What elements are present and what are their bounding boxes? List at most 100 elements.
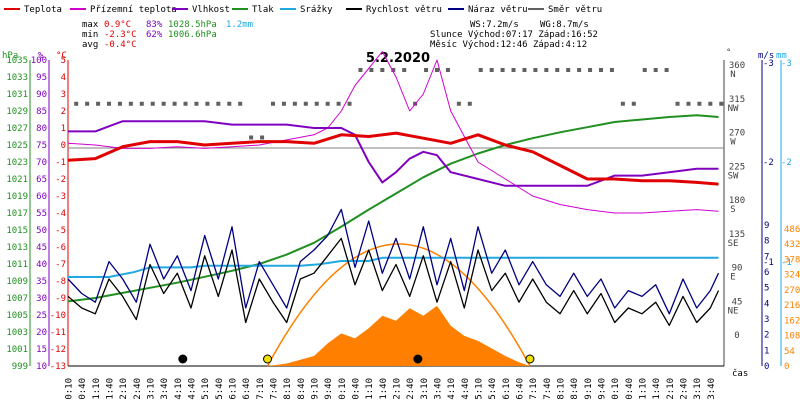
legend-label-rychlost-vetru: Rychlost větru xyxy=(366,5,442,15)
legend-label-prizemni-teplota: Přízemní teplota xyxy=(90,5,177,15)
tick-label-temp: -2 xyxy=(55,175,66,185)
series-temp-line xyxy=(67,131,719,186)
axis-unit-temp: °C xyxy=(56,51,67,61)
legend-label-teplota: Teplota xyxy=(24,5,62,15)
wind-dir-mark xyxy=(380,68,385,72)
tick-label-time: 22:10 xyxy=(666,378,676,400)
tick-label-temp: -11 xyxy=(50,328,66,338)
tick-label-temp: 4 xyxy=(61,73,66,83)
tick-label-time: 19:10 xyxy=(584,378,594,400)
wind-dir-mark xyxy=(456,101,461,106)
tick-label-pct: 100 xyxy=(31,56,47,66)
tick-label-time: 03:40 xyxy=(160,378,170,400)
stats-max-hum: 83% xyxy=(146,20,163,30)
legend-item-vlhkost: Vlhkost xyxy=(172,5,230,15)
tick-label-time: 05:10 xyxy=(201,378,211,400)
axis-unit-pct: % xyxy=(38,51,44,61)
tick-label-pct: 85 xyxy=(36,107,47,117)
wind-dir-mark xyxy=(117,101,122,106)
tick-label-dir-name: NW xyxy=(728,104,739,114)
wind-dir-mark xyxy=(281,101,286,106)
legend-label-naraz-vetru: Náraz větru xyxy=(468,5,528,15)
series-rain-line xyxy=(68,256,719,278)
tick-label-hpa: 1031 xyxy=(6,90,28,100)
tick-label-temp: 3 xyxy=(61,90,66,100)
tick-label-wspeed: 7 xyxy=(764,252,769,262)
legend-item-rychlost-vetru: Rychlost větru xyxy=(346,5,442,15)
tick-label-ms: -2 xyxy=(763,158,774,168)
tick-label-dir: 180 xyxy=(729,196,745,206)
wind-ws: WS:7.2m/s xyxy=(470,20,519,30)
wind-dir-mark xyxy=(533,68,538,72)
tick-label-time: 06:40 xyxy=(242,378,252,400)
tick-label-time: 01:40 xyxy=(105,378,115,400)
wind-dir-mark xyxy=(588,68,593,72)
tick-label-time: 09:40 xyxy=(324,378,334,400)
legend-label-srazky: Srážky xyxy=(300,5,333,15)
tick-label-pct: 70 xyxy=(36,158,47,168)
tick-label-wspeed: 1 xyxy=(764,346,769,356)
wind-dir-mark xyxy=(467,101,472,106)
tick-label-time: 15:40 xyxy=(488,378,498,400)
tick-label-wm2: 216 xyxy=(784,301,800,311)
tick-label-dir-name: N xyxy=(730,70,735,80)
tick-label-temp: -7 xyxy=(55,260,66,270)
series-ground-temp-line xyxy=(67,51,719,214)
tick-label-wspeed: 8 xyxy=(764,237,769,247)
tick-label-hpa: 1029 xyxy=(6,107,28,117)
tick-label-temp: -12 xyxy=(50,345,66,355)
tick-label-wm2: 162 xyxy=(784,316,800,326)
axis-units: hPa % °C ° m/s mm čas xyxy=(2,48,787,379)
wind-dir-mark xyxy=(435,68,439,72)
tick-label-time: 18:40 xyxy=(570,378,580,400)
wind-dir-mark xyxy=(719,101,724,106)
tick-label-temp: 1 xyxy=(61,124,66,134)
wind-dir-mark xyxy=(150,101,155,106)
tick-label-time: 09:10 xyxy=(310,378,320,400)
stats-max-temp: 0.9°C xyxy=(104,20,131,30)
tick-label-hpa: 1015 xyxy=(6,226,28,236)
wind-dir-mark xyxy=(402,68,407,72)
tick-label-time: 08:10 xyxy=(283,378,293,400)
tick-label-temp: -9 xyxy=(55,294,66,304)
wind-dir-mark xyxy=(664,68,669,72)
wind-dir-mark xyxy=(424,68,429,72)
wind-dir-mark xyxy=(227,101,232,106)
wind-dir-mark xyxy=(620,101,625,106)
tick-label-pct: 25 xyxy=(36,311,47,321)
tick-label-dir-name: SE xyxy=(728,239,739,249)
wind-dir-mark xyxy=(271,101,275,106)
tick-label-temp: -5 xyxy=(55,226,66,236)
series-pressure-line xyxy=(67,114,719,303)
marker-sunrise xyxy=(263,354,273,364)
tick-label-wm2: 378 xyxy=(784,255,800,265)
tick-label-time: 13:40 xyxy=(433,378,443,400)
tick-label-temp: 0 xyxy=(61,141,66,151)
tick-label-mm: -2 xyxy=(781,158,792,168)
wind-dir-mark xyxy=(599,68,603,72)
stats-block: max 0.9°C 83% 1028.5hPa 1.2mm min -2.3°C… xyxy=(82,20,253,50)
tick-label-time: 23:10 xyxy=(693,378,703,400)
tick-label-time: 16:40 xyxy=(515,378,525,400)
wind-dir-mark xyxy=(653,68,658,72)
tick-label-dir-name: NE xyxy=(728,306,739,316)
wind-dir-mark xyxy=(544,68,549,72)
tick-label-wspeed: 4 xyxy=(764,299,769,309)
tick-label-dir: 225 xyxy=(729,162,745,172)
stats-max-press: 1028.5hPa xyxy=(168,20,217,30)
tick-label-dir: 45 xyxy=(732,297,743,307)
wind-dir-mark xyxy=(697,101,702,106)
wind-dir-mark xyxy=(489,68,494,72)
stats-min-label: min xyxy=(82,30,98,40)
tick-label-time: 06:10 xyxy=(228,378,238,400)
tick-label-time: 04:40 xyxy=(187,378,197,400)
wind-dir-mark xyxy=(292,101,297,106)
tick-label-time: 02:10 xyxy=(119,378,129,400)
wind-dir-mark xyxy=(128,101,133,106)
wind-dir-mark xyxy=(183,101,188,106)
wind-info: WS:7.2m/s WG:8.7m/s Slunce Východ:07:17 … xyxy=(430,20,598,50)
wind-dir-mark xyxy=(314,101,319,106)
tick-label-time: 12:40 xyxy=(406,378,416,400)
tick-label-time: 17:10 xyxy=(529,378,539,400)
